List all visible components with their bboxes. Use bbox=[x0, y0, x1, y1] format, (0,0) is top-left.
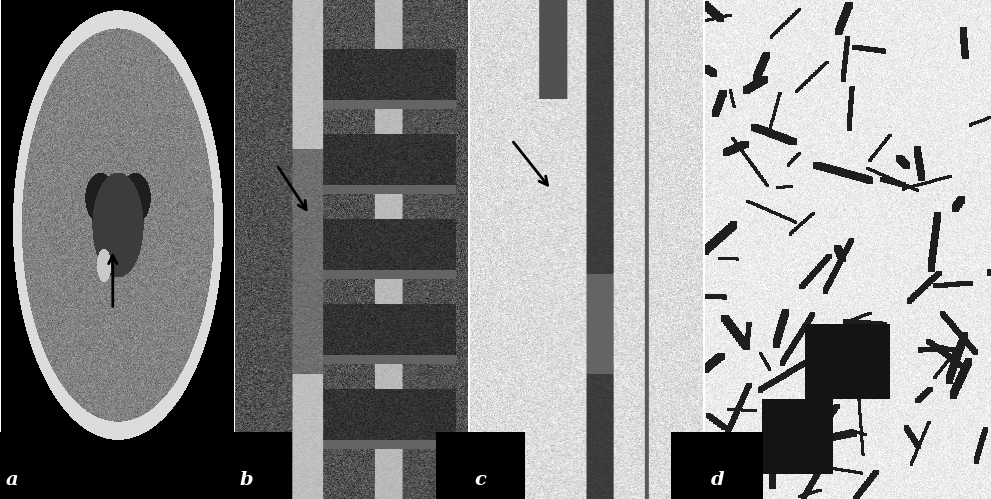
Text: a: a bbox=[6, 471, 18, 489]
Text: d: d bbox=[711, 471, 724, 489]
Text: c: c bbox=[475, 471, 487, 489]
Text: b: b bbox=[240, 471, 253, 489]
